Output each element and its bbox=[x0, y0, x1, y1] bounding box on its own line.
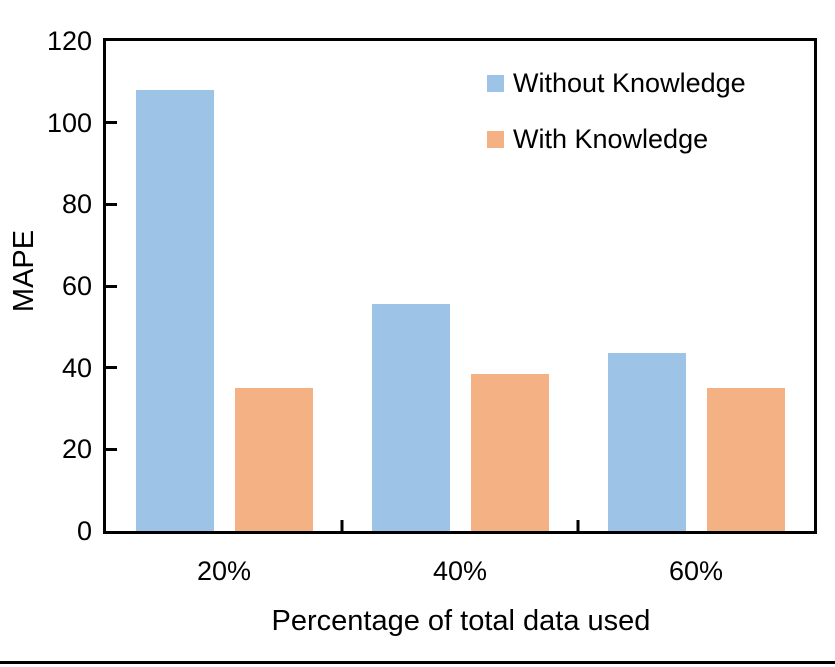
y-tick-label-120: 120 bbox=[46, 26, 92, 56]
y-tick-mark-60 bbox=[106, 284, 117, 288]
y-tick-mark-80 bbox=[106, 202, 117, 206]
plot-area bbox=[103, 38, 817, 534]
bar-group-60% bbox=[578, 41, 814, 531]
legend-item-without-knowledge: Without Knowledge bbox=[487, 66, 746, 100]
x-axis-title: Percentage of total data used bbox=[271, 605, 651, 637]
x-tick-label-60%: 60% bbox=[668, 556, 724, 586]
bar-with-knowledge-60% bbox=[706, 388, 785, 531]
legend-swatch-without-knowledge bbox=[487, 74, 504, 92]
y-tick-label-20: 20 bbox=[61, 434, 92, 465]
y-tick-label-40: 40 bbox=[61, 352, 92, 383]
bar-with-knowledge-40% bbox=[470, 373, 549, 531]
bar-group-40% bbox=[342, 41, 578, 531]
y-tick-mark-20 bbox=[106, 447, 117, 451]
x-tick-label-20%: 20% bbox=[196, 556, 252, 586]
legend-label-without-knowledge: Without Knowledge bbox=[513, 68, 746, 98]
bar-group-20% bbox=[106, 41, 342, 531]
y-tick-mark-100 bbox=[106, 121, 117, 125]
bar-without-knowledge-20% bbox=[135, 90, 214, 531]
legend-label-with-knowledge: With Knowledge bbox=[513, 124, 709, 154]
y-tick-label-0: 0 bbox=[76, 516, 92, 546]
x-tick-mark-2 bbox=[576, 520, 580, 531]
legend: Without Knowledge With Knowledge bbox=[487, 66, 746, 156]
bar-without-knowledge-40% bbox=[371, 304, 450, 531]
legend-swatch-with-knowledge bbox=[487, 130, 504, 148]
y-tick-label-80: 80 bbox=[61, 189, 92, 220]
x-tick-mark-1 bbox=[340, 520, 344, 531]
y-tick-label-60: 60 bbox=[61, 271, 92, 301]
legend-item-with-knowledge: With Knowledge bbox=[487, 122, 746, 156]
y-tick-mark-40 bbox=[106, 366, 117, 370]
bars-layer bbox=[106, 41, 814, 531]
bar-without-knowledge-60% bbox=[607, 353, 686, 531]
y-tick-label-100: 100 bbox=[46, 107, 92, 138]
bottom-rule bbox=[0, 661, 835, 664]
bar-with-knowledge-20% bbox=[234, 388, 313, 531]
x-tick-label-40%: 40% bbox=[432, 556, 488, 586]
